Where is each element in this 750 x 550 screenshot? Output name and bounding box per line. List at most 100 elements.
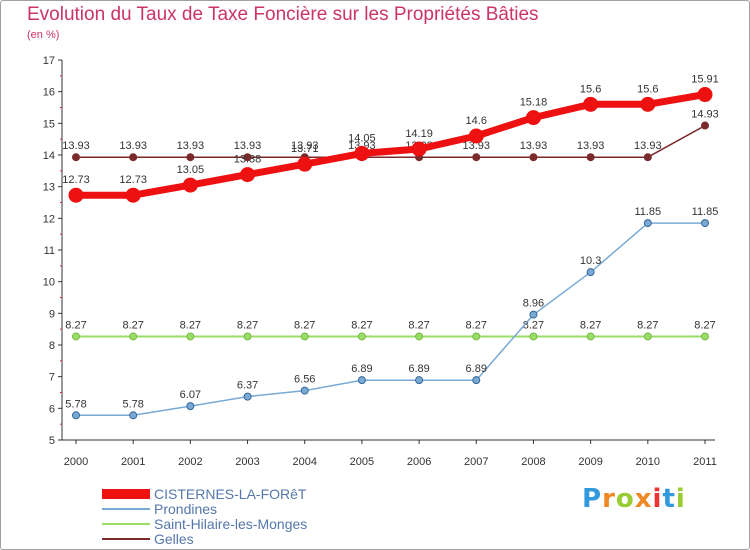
series-layer: 13.93 13.93 13.93 13.93 13.93 13.93 13.93 13.93… <box>62 74 719 420</box>
data-label: 12.73 <box>119 174 147 186</box>
y-tick-label: 16 <box>43 87 55 99</box>
data-label: 8.27 <box>523 319 544 331</box>
axes: 5 6 7 8 9 10 11 12 13 14 15 16 17 2000 2001 2002 2003 200… <box>43 55 717 468</box>
y-tick-label: 6 <box>49 403 55 415</box>
y-tick-label: 11 <box>44 245 55 257</box>
data-point <box>125 187 141 203</box>
series-line <box>75 222 706 417</box>
data-point <box>529 310 538 319</box>
legend-entry: Saint-Hilaire-les-Monges <box>154 516 307 532</box>
legend-entry: Prondines <box>154 501 217 517</box>
data-label: 14.6 <box>466 115 487 127</box>
data-label: 13.93 <box>577 140 605 152</box>
data-label: 5.78 <box>65 398 86 410</box>
data-label: 5.78 <box>122 398 143 410</box>
data-label: 8.27 <box>637 319 658 331</box>
data-point <box>415 376 424 385</box>
data-point <box>357 376 366 385</box>
data-label: 13.93 <box>177 140 205 152</box>
data-label: 8.27 <box>580 319 601 331</box>
data-point <box>468 128 484 144</box>
data-label: 8.27 <box>694 319 715 331</box>
series-line <box>72 91 709 199</box>
data-point <box>182 177 198 193</box>
data-point <box>472 153 481 162</box>
chart-title: Evolution du Taux de Taxe Foncière sur l… <box>27 4 539 25</box>
data-label: 14.93 <box>691 109 719 121</box>
data-label: 10.3 <box>580 255 601 267</box>
data-point <box>697 87 713 103</box>
data-point <box>586 153 595 162</box>
y-tick-label: 15 <box>43 118 55 130</box>
data-point <box>643 219 652 228</box>
data-point <box>72 411 80 420</box>
logo-letter: i <box>675 484 686 514</box>
data-point <box>586 332 595 341</box>
data-point <box>701 121 709 130</box>
logo-letter: r <box>602 484 616 514</box>
data-label: 12.73 <box>62 174 90 186</box>
data-point <box>357 332 366 341</box>
data-label: 11.85 <box>634 206 661 218</box>
y-axis-unit-label: (en %) <box>27 29 60 41</box>
data-label: 13.93 <box>62 140 90 152</box>
data-label: 8.27 <box>180 319 201 331</box>
data-label: 13.71 <box>291 143 319 155</box>
data-label: 13.38 <box>234 154 262 166</box>
data-label: 15.91 <box>691 74 719 86</box>
x-tick-label: 2003 <box>235 456 259 468</box>
data-point <box>129 153 138 162</box>
data-label: 13.93 <box>463 140 491 152</box>
data-point <box>472 332 481 341</box>
legend-entry: Gelles <box>154 531 194 547</box>
logo-letter: P <box>582 484 603 514</box>
logo-letter: i <box>652 484 663 514</box>
data-point <box>472 376 481 385</box>
x-tick-label: 2006 <box>407 456 431 468</box>
data-point <box>643 332 652 341</box>
data-point <box>415 332 424 341</box>
data-point <box>243 392 252 401</box>
series-saint-hilaire-les-monges: 8.27 8.27 8.27 8.27 8.27 8.27 8.27 8.27 8.27 8.27… <box>65 319 716 341</box>
data-label: 6.37 <box>237 380 258 392</box>
data-label: 8.27 <box>122 319 143 331</box>
logo-letter: t <box>662 484 676 514</box>
data-point <box>701 219 709 228</box>
x-tick-label: 2001 <box>121 456 145 468</box>
data-point <box>300 332 309 341</box>
data-label: 8.27 <box>466 319 487 331</box>
x-tick-label: 2008 <box>521 456 545 468</box>
x-tick-label: 2010 <box>636 456 660 468</box>
data-point <box>411 141 427 157</box>
y-tick-label: 9 <box>49 308 55 320</box>
data-point <box>529 153 538 162</box>
data-point <box>525 110 541 126</box>
y-tick-label: 8 <box>49 340 55 352</box>
data-label: 13.93 <box>119 140 147 152</box>
data-label: 8.27 <box>351 319 372 331</box>
data-point <box>640 96 656 112</box>
data-point <box>243 153 252 162</box>
data-point <box>68 187 84 203</box>
data-label: 13.05 <box>177 164 205 176</box>
data-label: 6.89 <box>466 363 487 375</box>
data-label: 8.27 <box>408 319 429 331</box>
data-label: 8.27 <box>237 319 258 331</box>
data-label: 13.93 <box>520 140 548 152</box>
data-point <box>186 332 195 341</box>
data-point <box>354 145 370 161</box>
x-tick-label: 2011 <box>693 456 717 468</box>
data-point <box>586 268 595 277</box>
x-tick-label: 2009 <box>578 456 602 468</box>
data-point <box>583 96 599 112</box>
data-label: 13.93 <box>291 140 319 152</box>
data-point <box>643 153 652 162</box>
y-tick-label: 12 <box>43 213 55 225</box>
data-point <box>243 332 252 341</box>
y-tick-label: 17 <box>43 55 55 67</box>
data-label: 13.93 <box>634 140 662 152</box>
x-tick-label: 2000 <box>64 456 88 468</box>
proxiti-logo: Proxiti <box>582 484 686 514</box>
data-label: 15.6 <box>580 83 601 95</box>
data-label: 8.27 <box>65 319 86 331</box>
